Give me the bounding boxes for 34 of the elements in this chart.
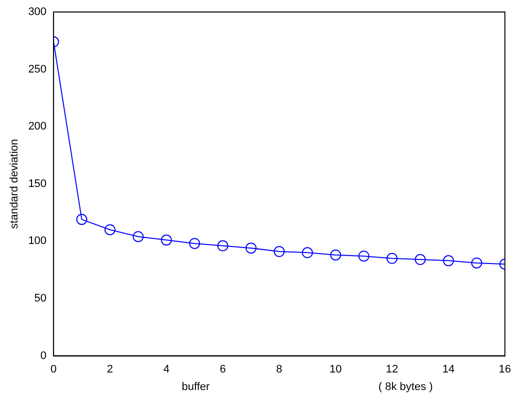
y-tick-label: 100: [28, 235, 47, 248]
x-tick-label: 16: [498, 363, 512, 376]
x-tick-label: 8: [276, 363, 282, 376]
point: [76, 214, 88, 225]
x-tick-label: 2: [106, 363, 114, 376]
y-tick-label: 300: [28, 6, 47, 18]
y-tick-label: 50: [34, 292, 47, 305]
x-tick-label: 10: [330, 363, 342, 376]
point: [330, 249, 342, 260]
point: [302, 247, 313, 258]
y-tick-label: 0: [40, 350, 47, 362]
point: [104, 224, 116, 236]
x-tick-label: 14: [442, 363, 455, 376]
point: [246, 242, 257, 254]
point: [414, 254, 426, 266]
text: ( 8k bytes ): [378, 380, 433, 393]
x-tick-label: 4: [163, 363, 170, 376]
y-tick-label: 250: [28, 63, 47, 76]
point: [132, 231, 144, 242]
x-tick-label: 6: [220, 363, 226, 376]
point: [217, 240, 228, 252]
point: [160, 234, 172, 246]
y-axis-title: standard deviation: [8, 138, 21, 229]
x-tick-label: 0: [50, 363, 57, 376]
x-axis-title: buffer: [182, 380, 210, 393]
y-tick-label: 150: [28, 178, 47, 190]
point: [274, 246, 285, 258]
x-tick-label: 12: [386, 363, 398, 376]
point: [358, 250, 370, 262]
y-tick-label: 200: [28, 120, 47, 133]
point: [471, 257, 482, 268]
point: [189, 238, 200, 249]
point: [442, 255, 454, 266]
point: [386, 252, 398, 264]
